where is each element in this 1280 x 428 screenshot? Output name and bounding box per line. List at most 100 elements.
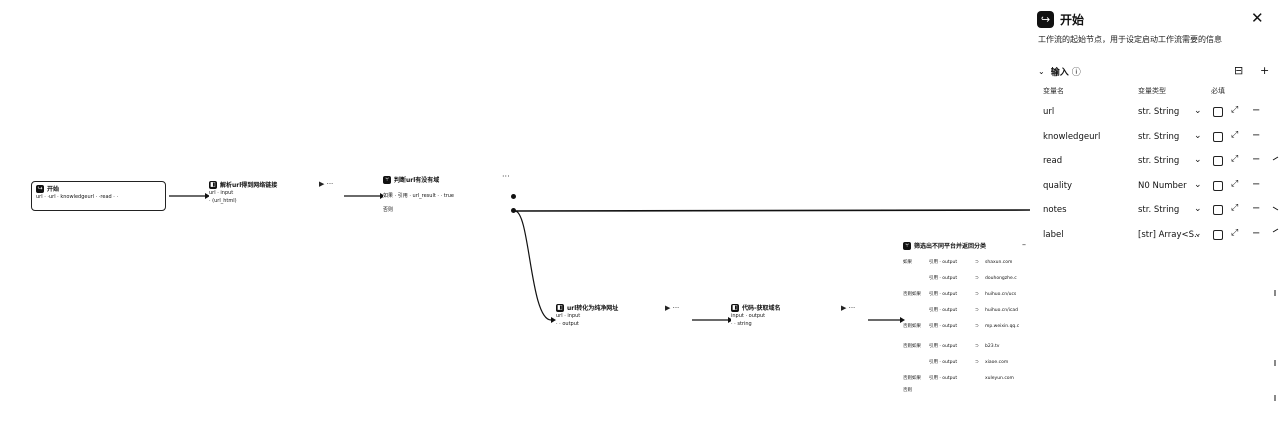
expand-icon[interactable]: ⤢ <box>1231 178 1239 189</box>
node-output-row: · · output <box>556 321 579 327</box>
chevron-down-icon[interactable]: ⌄ <box>1038 66 1045 76</box>
chevron-down-icon[interactable]: ⌄ <box>1194 155 1202 166</box>
output-handle[interactable] <box>511 208 516 213</box>
plugin-icon: ◧ <box>209 181 217 189</box>
condition-value: shaxun.com <box>985 260 1013 265</box>
required-checkbox[interactable] <box>1213 230 1223 240</box>
variable-name[interactable]: quality <box>1043 180 1073 191</box>
remove-icon[interactable]: − <box>1252 154 1261 166</box>
node-run-controls[interactable]: ▶ ··· <box>841 304 856 312</box>
remove-icon[interactable]: − <box>1252 178 1261 190</box>
more-icon[interactable]: ··· <box>502 172 510 181</box>
variable-type-select[interactable]: str. String <box>1138 131 1180 142</box>
required-checkbox[interactable] <box>1213 107 1223 117</box>
chevron-down-icon[interactable]: ⌄ <box>1194 130 1202 141</box>
variable-row: label [str] Array<S... ⌄ ⤢ − <box>1030 224 1280 248</box>
condition-label: 否则 <box>903 388 912 393</box>
get-domain-node[interactable]: ◧ 代码-获取域名 input · output · · string <box>731 303 841 335</box>
node-title: 判断url有没有域 <box>394 176 440 184</box>
variable-name[interactable]: notes <box>1043 205 1067 216</box>
remove-icon[interactable]: − <box>1252 203 1261 215</box>
condition-ref: 引用 · output <box>929 308 958 313</box>
condition-icon: ⑂ <box>383 176 391 184</box>
variable-name[interactable]: read <box>1043 156 1063 167</box>
plugin-icon: ◧ <box>731 304 739 312</box>
variable-type-select[interactable]: N0 Number <box>1138 180 1187 191</box>
start-icon: ↪ <box>36 185 44 193</box>
add-icon[interactable]: + <box>1260 64 1270 77</box>
variable-name[interactable]: knowledgeurl <box>1043 131 1101 142</box>
input-section-header[interactable]: ⌄ 输入 ⓘ ⊟ + <box>1038 64 1274 78</box>
condition-ref: 引用 · output <box>929 276 958 281</box>
node-title: 代码-获取域名 <box>742 304 781 312</box>
variable-table-header: 变量名 变量类型 必填 <box>1043 86 1273 96</box>
condition-ref: 引用 · output <box>929 344 958 349</box>
condition-ref: 引用 · output <box>929 324 958 329</box>
node-run-controls[interactable]: ▶ ··· <box>665 304 680 312</box>
node-run-controls[interactable]: ▶ ··· <box>319 180 334 188</box>
condition-value: mp.weixin.qq.c <box>985 324 1020 329</box>
expand-icon[interactable]: ⤢ <box>1231 228 1239 238</box>
workflow-canvas[interactable]: ↪ 开始 url · ·url · knowledgeurl · ·read ·… <box>0 0 1030 428</box>
chevron-down-icon[interactable]: ⌄ <box>1194 204 1202 215</box>
variable-type-select[interactable]: str. String <box>1138 205 1180 216</box>
variable-row: url str. String ⌄ ⤢ − <box>1030 101 1280 125</box>
condition-icon: ⑂ <box>903 242 911 250</box>
node-summary: url · ·url · knowledgeurl · ·read · · <box>36 194 119 200</box>
column-name-header: 变量名 <box>1043 87 1064 95</box>
expand-icon[interactable]: ⤢ <box>1231 154 1239 165</box>
required-checkbox[interactable] <box>1213 180 1223 191</box>
variable-name[interactable]: label <box>1043 230 1064 240</box>
close-icon[interactable]: ✕ <box>1251 9 1264 27</box>
expand-icon[interactable]: ⤢ <box>1231 105 1239 115</box>
node-input-row: url · input <box>209 190 234 196</box>
judge-domain-node[interactable]: ⑂ 判断url有没有域 如果 · 引用 · url_result · · tru… <box>383 175 508 215</box>
condition-value: huihuo.cn/icad <box>985 308 1018 313</box>
condition-operator: ⊃ <box>975 308 979 313</box>
platform-filter-node[interactable]: ⑂ 筛选出不同平台并返回分类 <box>903 241 1025 253</box>
condition-label: 否则如果 <box>903 376 921 381</box>
variable-type-select[interactable]: str. String <box>1138 156 1180 167</box>
condition-value: b23.tv <box>985 344 1000 349</box>
remove-icon[interactable]: − <box>1252 129 1261 141</box>
condition-operator: ⊃ <box>975 276 979 281</box>
condition-value: xiaoe.com <box>985 360 1009 365</box>
panel-edge-marks <box>1272 156 1279 401</box>
node-input-row: input · output <box>731 313 766 319</box>
chevron-down-icon[interactable]: ⌄ <box>1194 179 1202 190</box>
condition-operator: ⊃ <box>975 292 979 297</box>
variable-type-select[interactable]: [str] Array<S... <box>1138 230 1200 240</box>
chevron-down-icon[interactable]: ⌄ <box>1194 106 1202 116</box>
expand-icon[interactable]: ⤢ <box>1231 129 1239 140</box>
condition-label: 否则如果 <box>903 344 921 349</box>
chevron-down-icon[interactable]: ⌄ <box>1194 229 1202 239</box>
condition-label: 否则如果 <box>903 292 921 297</box>
collapse-icon[interactable]: – <box>1022 240 1026 249</box>
node-title: 解析url得到网络链接 <box>220 181 278 189</box>
condition-else-row: 否则 <box>383 207 394 213</box>
variable-row: notes str. String ⌄ ⤢ − <box>1030 199 1280 223</box>
start-icon: ↪ <box>1037 11 1054 28</box>
variable-type-select[interactable]: str. String <box>1138 107 1180 117</box>
required-checkbox[interactable] <box>1213 205 1223 216</box>
output-handle[interactable] <box>511 194 516 199</box>
expand-icon[interactable]: ⤢ <box>1231 203 1239 214</box>
start-node[interactable]: ↪ 开始 url · ·url · knowledgeurl · ·read ·… <box>31 181 166 211</box>
panel-description: 工作流的起始节点，用于设定启动工作流需要的信息 <box>1038 35 1222 44</box>
required-checkbox[interactable] <box>1213 156 1223 167</box>
remove-icon[interactable]: − <box>1252 105 1261 116</box>
condition-value: huihuo.cn/ucs <box>985 292 1017 297</box>
parse-url-node[interactable]: ◧ 解析url得到网络链接 url · input · (url_html) <box>209 180 319 212</box>
condition-value: xuleyun.com <box>985 376 1014 381</box>
condition-label: 如果 <box>903 260 912 265</box>
url-convert-node[interactable]: ◧ url转化为纯净网址 url · input · · output <box>556 303 666 335</box>
condition-ref: 引用 · output <box>929 376 958 381</box>
column-type-header: 变量类型 <box>1138 87 1166 95</box>
variable-name[interactable]: url <box>1043 107 1055 117</box>
remove-icon[interactable]: − <box>1252 228 1261 239</box>
condition-value: douhongzhe.c <box>985 276 1017 281</box>
import-icon[interactable]: ⊟ <box>1234 64 1244 77</box>
required-checkbox[interactable] <box>1213 131 1223 142</box>
info-icon[interactable]: ⓘ <box>1071 67 1081 78</box>
